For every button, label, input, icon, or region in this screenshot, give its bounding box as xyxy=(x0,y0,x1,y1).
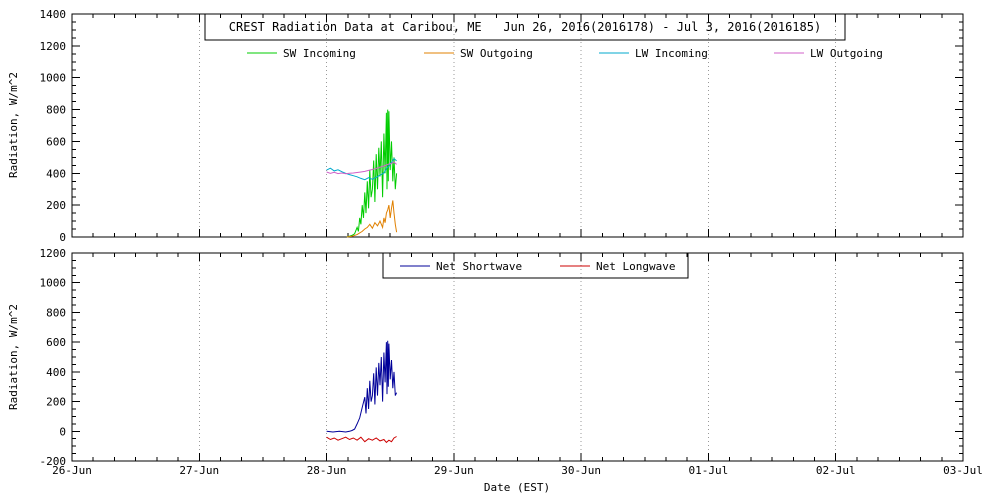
y-tick-label: 600 xyxy=(46,135,66,148)
y-axis-label-top: Radiation, W/m^2 xyxy=(7,72,20,178)
series-lw-outgoing xyxy=(326,161,397,175)
axes-frame xyxy=(71,252,964,462)
x-tick-label: 30-Jun xyxy=(561,464,601,477)
series-lw-incoming xyxy=(326,157,397,181)
x-tick-label: 02-Jul xyxy=(816,464,856,477)
y-tick-label: 200 xyxy=(46,396,66,409)
legend-label-lw-incoming: LW Incoming xyxy=(635,47,708,60)
y-tick-label: 1000 xyxy=(40,277,67,290)
y-tick-label: 0 xyxy=(59,425,66,438)
y-tick-label: 800 xyxy=(46,306,66,319)
x-tick-label: 29-Jun xyxy=(434,464,474,477)
y-tick-label: 800 xyxy=(46,104,66,117)
series-sw-outgoing xyxy=(346,200,398,238)
y-tick-label: 400 xyxy=(46,167,66,180)
legend-label-net-shortwave: Net Shortwave xyxy=(436,260,522,273)
legend-label-net-longwave: Net Longwave xyxy=(596,260,675,273)
y-tick-label: 200 xyxy=(46,199,66,212)
y-axis-label-bottom: Radiation, W/m^2 xyxy=(7,304,20,410)
x-tick-label: 03-Jul xyxy=(943,464,983,477)
title-box xyxy=(204,13,846,41)
render-layer: 0 200 400 600 800 1000 1200 1400 -200 0 200 400 600 8… xyxy=(40,8,983,477)
bottom-panel: -200 0 200 400 600 800 1000 1200 xyxy=(40,247,964,468)
x-tick-label: 26-Jun xyxy=(52,464,92,477)
series-net-shortwave xyxy=(326,340,398,433)
legend-label-sw-outgoing: SW Outgoing xyxy=(460,47,533,60)
y-tick-label: 600 xyxy=(46,336,66,349)
top-panel: 0 200 400 600 800 1000 1200 1400 xyxy=(40,8,964,244)
y-tick-label: 1200 xyxy=(40,40,67,53)
legend-label-lw-outgoing: LW Outgoing xyxy=(810,47,883,60)
x-tick-label: 28-Jun xyxy=(307,464,347,477)
x-axis-label: Date (EST) xyxy=(484,481,550,494)
bottom-legend-box xyxy=(382,252,689,279)
x-tick-label: 01-Jul xyxy=(689,464,729,477)
x-tick-label: 27-Jun xyxy=(179,464,219,477)
series-net-longwave xyxy=(326,436,397,444)
legend-label-sw-incoming: SW Incoming xyxy=(283,47,356,60)
y-tick-label: 400 xyxy=(46,366,66,379)
chart-title: CREST Radiation Data at Caribou, ME Jun … xyxy=(229,20,821,34)
y-tick-label: -200 xyxy=(40,455,67,468)
y-tick-label: 1200 xyxy=(40,247,67,260)
y-tick-label: 0 xyxy=(59,231,66,244)
y-tick-label: 1000 xyxy=(40,72,67,85)
y-tick-label: 1400 xyxy=(40,8,67,21)
